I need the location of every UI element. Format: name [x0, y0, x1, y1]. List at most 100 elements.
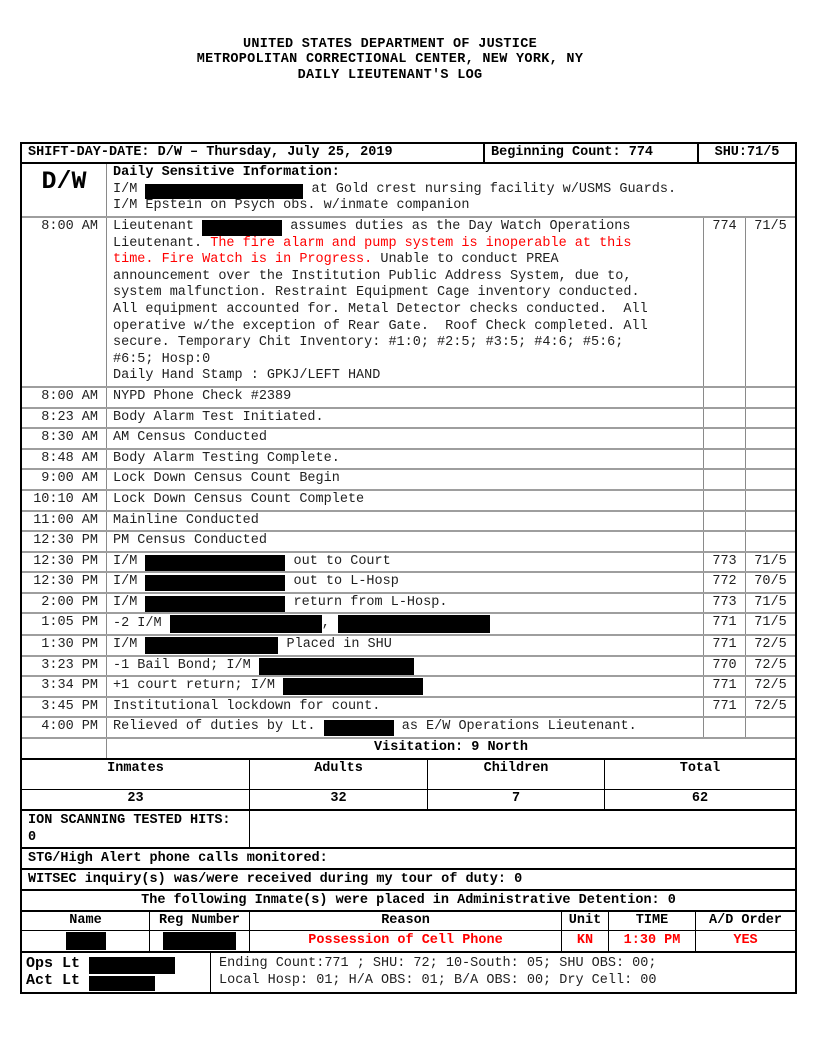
shu-cell — [745, 449, 795, 469]
ending-count-summary: Ending Count:771 ; SHU: 72; 10-South: 05… — [210, 952, 795, 992]
ion-scanning-label: ION SCANNING TESTED HITS: 0 — [28, 812, 231, 845]
count-cell: 774 — [703, 218, 745, 386]
ion-scanning-row: ION SCANNING TESTED HITS: 0 — [22, 808, 795, 847]
stg-row: STG/High Alert phone calls monitored: — [22, 846, 795, 868]
count-cell: 771 — [703, 636, 745, 655]
title-line-agency: UNITED STATES DEPARTMENT OF JUSTICE — [242, 37, 538, 52]
shu-cell: 71/5 — [745, 614, 795, 635]
log-entry-cell: -1 Bail Bond; I/M — [106, 656, 703, 676]
ad-reason: Possession of Cell Phone — [249, 930, 561, 951]
log-row: 8:48 AM Body Alarm Testing Complete. — [22, 447, 795, 469]
col-ad-order: A/D Order — [695, 911, 795, 930]
redaction-bar — [145, 575, 286, 592]
log-entry-cell: NYPD Phone Check #2389 — [106, 387, 703, 407]
log-entry-cell: Body Alarm Test Initiated. — [106, 408, 703, 428]
log-time-cell: 2:00 PM — [41, 594, 98, 610]
adults-count: 32 — [249, 789, 427, 809]
log-time-cell: 3:45 PM — [41, 698, 98, 714]
log-entry-cell: Lieutenant assumes duties as the Day Wat… — [106, 218, 703, 386]
ion-scanning-blank — [249, 810, 795, 847]
log-row: 11:00 AM Mainline Conducted — [22, 509, 795, 531]
count-cell: 773 — [703, 552, 745, 572]
col-total: Total — [604, 759, 795, 789]
shift-header-row: SHIFT-DAY-DATE: D/W – Thursday, July 25,… — [22, 144, 795, 165]
log-row: 10:10 AM Lock Down Census Count Complete — [22, 488, 795, 510]
log-time-cell: 12:30 PM — [33, 533, 98, 549]
count-cell: 772 — [703, 573, 745, 592]
log-entry-cell: Lock Down Census Count Complete — [106, 490, 703, 510]
log-entry-cell: I/M Placed in SHU — [106, 636, 703, 655]
ending-count-line-1: Ending Count:771 ; SHU: 72; 10-South: 05… — [219, 955, 657, 971]
log-time-cell: 8:00 AM — [41, 388, 98, 404]
shu-cell — [745, 470, 795, 489]
shu-cell: 72/5 — [745, 677, 795, 696]
log-entry-cell: I/M out to L-Hosp — [106, 573, 703, 592]
footer-row: Ops Lt Act Lt Ending Count:771 ; SHU: 72… — [22, 950, 795, 992]
log-time-cell — [22, 739, 106, 758]
log-time-cell: 10:10 AM — [33, 491, 98, 507]
shu-cell — [745, 387, 795, 407]
admin-detention-title-row: The following Inmate(s) were placed in A… — [22, 888, 795, 910]
log-time-cell: 8:30 AM — [41, 430, 98, 446]
log-row: 8:00 AM Lieutenant assumes duties as the… — [22, 216, 795, 386]
stg-label: STG/High Alert phone calls monitored: — [28, 850, 328, 866]
col-adults: Adults — [249, 759, 427, 789]
watch-code: D/W — [41, 167, 87, 197]
log-document: SHIFT-DAY-DATE: D/W – Thursday, July 25,… — [20, 142, 797, 994]
col-inmates: Inmates — [107, 760, 164, 776]
ad-unit: KN — [561, 930, 608, 951]
redaction-bar — [337, 615, 490, 634]
log-time-cell: 4:00 PM — [41, 719, 98, 735]
count-cell: 771 — [703, 677, 745, 696]
log-entry-cell: AM Census Conducted — [106, 429, 703, 448]
beginning-count: Beginning Count: 774 — [483, 144, 697, 163]
sensitive-info-row: D/W Daily Sensitive Information: I/M at G… — [22, 164, 795, 216]
log-entry-cell: Mainline Conducted — [106, 511, 703, 531]
total-count: 62 — [604, 789, 795, 809]
log-row: 8:30 AM AM Census Conducted — [22, 427, 795, 448]
shu-count: SHU:71/5 — [697, 144, 795, 163]
title-line-doc: DAILY LIEUTENANT'S LOG — [297, 67, 483, 83]
redaction-bar — [202, 220, 283, 236]
redaction-bar — [89, 976, 156, 992]
ad-data-row: Possession of Cell Phone KN 1:30 PM YES — [22, 929, 795, 951]
log-entries: 8:00 AM Lieutenant assumes duties as the… — [22, 216, 795, 758]
shu-cell: 71/5 — [745, 552, 795, 572]
shu-cell: 72/5 — [745, 697, 795, 717]
witsec-label: WITSEC inquiry(s) was/were received duri… — [28, 871, 523, 887]
log-row: 1:05 PM -2 I/M , 771 71/5 — [22, 612, 795, 635]
redaction-bar — [145, 637, 279, 655]
log-time-cell: 8:48 AM — [41, 450, 98, 466]
admin-detention-table: Name Reg Number Reason Unit TIME A/D Ord… — [22, 909, 795, 951]
count-cell — [703, 429, 745, 448]
daily-lieutenant-log-page: { "colors": { "accent_red": "#ff0000", "… — [0, 37, 816, 1056]
log-row: 12:30 PM PM Census Conducted — [22, 530, 795, 551]
log-time-cell: 8:00 AM — [41, 219, 98, 234]
log-row: 3:34 PM +1 court return; I/M 771 72/5 — [22, 675, 795, 696]
lieutenant-signatures: Ops Lt Act Lt — [22, 953, 210, 992]
log-entry-cell: Body Alarm Testing Complete. — [106, 449, 703, 469]
document-title-block: UNITED STATES DEPARTMENT OF JUSTICE METR… — [0, 37, 780, 83]
admin-detention-title: The following Inmate(s) were placed in A… — [141, 892, 676, 908]
count-cell — [703, 532, 745, 551]
inmates-count: 23 — [127, 790, 144, 806]
log-row: 9:00 AM Lock Down Census Count Begin — [22, 468, 795, 489]
count-cell — [703, 408, 745, 428]
visitation-row: Visitation: 9 North — [22, 737, 795, 758]
shu-cell — [745, 511, 795, 531]
redaction-bar — [163, 931, 236, 950]
count-cell — [703, 387, 745, 407]
count-cell — [703, 449, 745, 469]
shu-cell: 72/5 — [745, 656, 795, 676]
log-time-cell: 12:30 PM — [33, 574, 98, 590]
ad-name-redacted — [22, 931, 149, 951]
log-entry-cell: Relieved of duties by Lt. as E/W Operati… — [106, 718, 703, 738]
log-row: 3:45 PM Institutional lockdown for count… — [22, 695, 795, 717]
count-cell — [703, 718, 745, 738]
log-row: 12:30 PM I/M out to L-Hosp 772 70/5 — [22, 571, 795, 592]
log-time-cell: 8:23 AM — [41, 409, 98, 425]
shu-cell — [745, 429, 795, 448]
title-line-facility: METROPOLITAN CORRECTIONAL CENTER, NEW YO… — [196, 52, 584, 68]
redaction-bar — [89, 956, 176, 974]
count-cell — [703, 470, 745, 489]
